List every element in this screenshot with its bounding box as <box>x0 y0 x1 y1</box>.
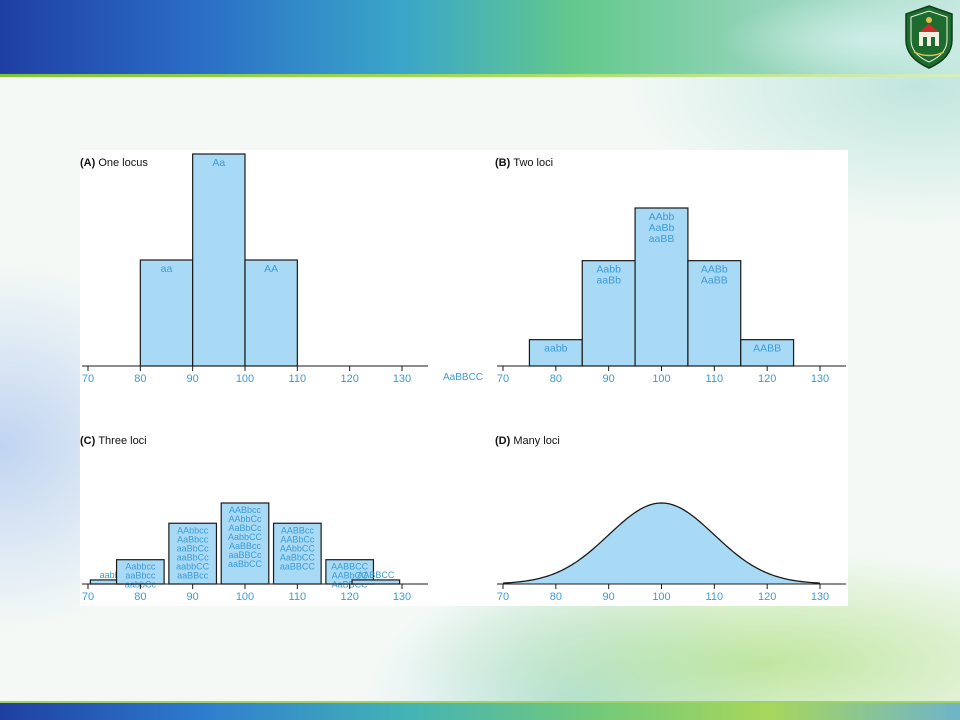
histogram-bar <box>528 339 583 367</box>
genotype-label: AaBBcc <box>229 541 262 551</box>
panel-title-text: Three loci <box>98 435 146 447</box>
genotype-label: aaBbCc <box>177 543 210 553</box>
genotype-label: aaBBCC <box>280 561 316 571</box>
histogram-bar <box>687 260 742 367</box>
x-tick-label: 120 <box>340 373 358 385</box>
header-rule <box>0 74 960 77</box>
panel-title-text: Many loci <box>513 435 559 447</box>
genotype-label: AaBB <box>701 275 728 287</box>
genotype-label: Aabb <box>596 264 621 276</box>
polygenic-figure: (A) One locus aa Aa AA 70 80 90 100 110 120 130 (B)… <box>80 150 848 606</box>
genotype-label: AAbbcc <box>177 525 209 535</box>
distribution-area <box>503 503 820 584</box>
footer-rule <box>0 701 960 703</box>
panel-title: (C) Three loci <box>80 435 147 447</box>
x-tick-label: 110 <box>706 591 724 603</box>
genotype-label: aaBbcc <box>125 571 156 581</box>
genotype-label: aaBb <box>596 275 621 287</box>
genotype-label: aabb <box>544 343 568 355</box>
histogram-bar <box>272 522 322 585</box>
panel-title: (D) Many loci <box>495 435 560 447</box>
x-tick-label: 130 <box>393 591 411 603</box>
genotype-label: aa <box>161 263 173 275</box>
panel-title: (A) One locus <box>80 157 148 169</box>
genotype-label: AABb <box>701 264 728 276</box>
x-tick-label: 90 <box>187 373 199 385</box>
x-tick-label: 80 <box>134 373 146 385</box>
genotype-label: AABBCC <box>357 570 395 580</box>
x-tick-label: 130 <box>811 373 829 385</box>
x-tick-label: 120 <box>758 373 776 385</box>
genotype-label: Aabbcc <box>125 562 156 572</box>
genotype-label: AAbb <box>649 211 675 223</box>
x-tick-label: 70 <box>82 373 94 385</box>
distribution-curve <box>502 502 821 584</box>
header-band <box>0 0 960 76</box>
panel-letter: (D) <box>495 435 513 447</box>
x-tick-label: 100 <box>652 591 670 603</box>
stray-genotype-label: AaBBCC <box>443 372 484 383</box>
genotype-label: AABB <box>753 343 781 355</box>
genotype-label: AaBb <box>649 222 675 234</box>
x-tick-label: 90 <box>603 591 615 603</box>
genotype-label: AABBcc <box>281 525 315 535</box>
genotype-label: aaBbCc <box>177 552 210 562</box>
genotype-label: AaBbcc <box>177 534 209 544</box>
panel-title: (B) Two loci <box>495 157 553 169</box>
x-tick-label: 110 <box>289 373 307 385</box>
x-tick-label: 120 <box>758 591 776 603</box>
panel-letter: (C) <box>80 435 98 447</box>
x-tick-label: 130 <box>393 373 411 385</box>
panel-title-text: One locus <box>98 157 148 169</box>
panel-letter: (B) <box>495 157 513 169</box>
x-tick-label: 100 <box>652 373 670 385</box>
genotype-label: aabbcc <box>100 570 130 580</box>
genotype-label: AA <box>264 263 278 275</box>
x-tick-label: 90 <box>603 373 615 385</box>
x-tick-label: 110 <box>706 373 724 385</box>
genotype-label: AABbcc <box>229 505 262 515</box>
x-tick-label: 130 <box>811 591 829 603</box>
genotype-label: aaBbCC <box>228 559 263 569</box>
genotype-label: AAbbCC <box>280 543 316 553</box>
genotype-label: AaBbCc <box>228 523 262 533</box>
x-tick-label: 80 <box>134 591 146 603</box>
figure-canvas: (A) One locus aa Aa AA 70 80 90 100 110 120 130 (B)… <box>80 153 846 603</box>
histogram-bar <box>351 579 401 585</box>
x-tick-label: 100 <box>236 373 254 385</box>
panel-title-text: Two loci <box>513 157 553 169</box>
genotype-label: AAbbCc <box>228 514 262 524</box>
genotype-label: aaBBcc <box>177 570 209 580</box>
histogram-bar <box>139 259 194 367</box>
university-crest-icon <box>902 4 956 70</box>
genotype-label: aabbCC <box>176 561 210 571</box>
panel-letter: (A) <box>80 157 98 169</box>
genotype-label: AABBCC <box>331 562 369 572</box>
x-tick-label: 120 <box>340 591 358 603</box>
x-tick-label: 70 <box>497 373 509 385</box>
footer-band <box>0 703 960 720</box>
x-tick-label: 110 <box>289 591 307 603</box>
genotype-label: Aa <box>212 157 225 169</box>
histogram-bar <box>115 559 165 585</box>
histogram-bar <box>581 260 636 367</box>
x-tick-label: 90 <box>187 591 199 603</box>
x-tick-label: 70 <box>82 591 94 603</box>
genotype-label: AABbCc <box>280 534 315 544</box>
histogram-bar <box>220 502 270 585</box>
histogram-bar <box>192 153 246 367</box>
genotype-label: aaBB <box>649 233 675 245</box>
x-tick-label: 70 <box>497 591 509 603</box>
x-tick-label: 80 <box>550 591 562 603</box>
x-tick-label: 100 <box>236 591 254 603</box>
genotype-label: AABbCC <box>332 571 369 581</box>
genotype-label: AaBbCC <box>280 552 316 562</box>
histogram-bar <box>740 339 795 367</box>
x-tick-label: 80 <box>550 373 562 385</box>
histogram-bar <box>244 259 298 367</box>
genotype-label: aaBBCc <box>228 550 262 560</box>
genotype-label: AabbCC <box>228 532 263 542</box>
